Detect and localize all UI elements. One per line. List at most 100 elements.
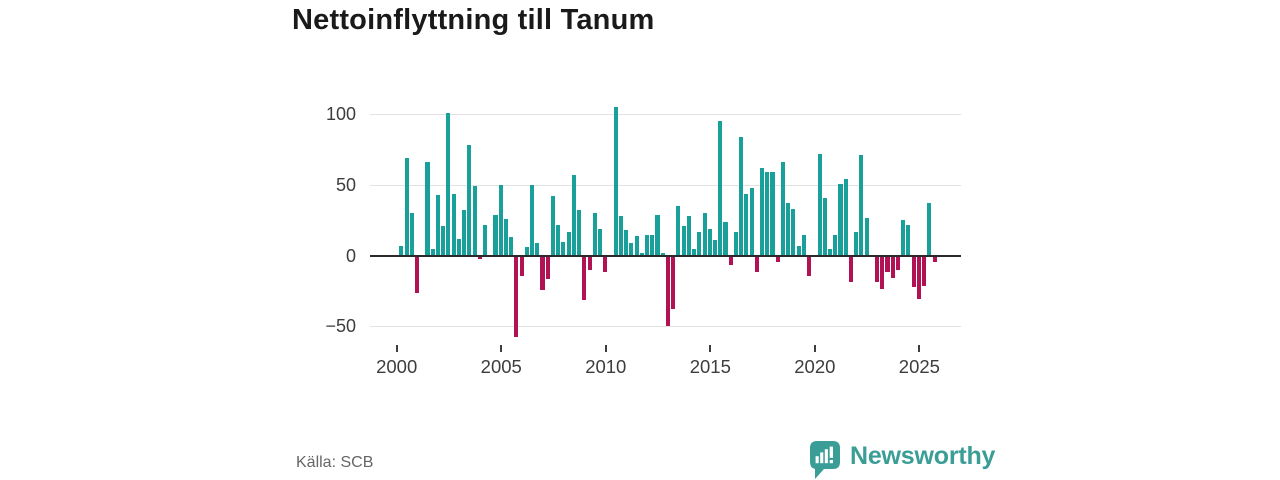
bar-positive [451,193,456,256]
bar-negative [519,256,524,277]
bar-negative [415,256,420,294]
gridline [370,326,961,328]
bar-positive [435,194,441,256]
bar-positive [509,237,514,256]
x-axis-label: 2015 [689,356,731,377]
newsworthy-wordmark: Newsworthy [850,442,996,470]
y-axis-label: 100 [325,104,356,125]
x-axis-label: 2020 [794,356,836,377]
bar-positive [624,230,629,256]
bar-positive [404,158,409,256]
bar-positive [409,213,414,256]
bar-positive [634,235,639,256]
bar-negative [890,256,895,278]
x-axis-label: 2005 [480,356,522,377]
x-axis-tick [813,345,816,352]
x-axis-tick [918,345,921,352]
x-axis-label: 2010 [585,356,627,377]
bar-negative [514,256,519,337]
bar-positive [681,226,686,256]
gridline [370,184,961,186]
bar-positive [645,234,650,256]
newsworthy-logo-icon [810,441,840,479]
bar-positive [503,218,508,256]
x-axis-tick [395,345,398,352]
bar-negative [728,256,733,265]
bar-positive [639,252,644,256]
bar-positive [901,220,906,256]
bar-positive [859,155,864,256]
bar-negative [587,256,592,271]
bar-positive [796,245,801,256]
bar-positive [707,228,712,256]
bar-positive [765,172,770,256]
bar-positive [801,234,806,256]
bar-positive [702,213,707,256]
bar-negative [671,256,676,309]
bar-positive [446,112,451,256]
source-caption: Källa: SCB [296,454,374,471]
bar-positive [686,216,691,256]
bar-positive [592,213,597,256]
bar-positive [733,231,738,256]
bar-negative [932,256,937,263]
newsworthy-brand: Newsworthy [810,441,995,479]
chart-title: Nettoinflyttning till Tanum [292,4,655,36]
x-axis-tick [604,345,607,352]
y-axis-label: 50 [335,174,356,195]
bar-negative [848,256,853,282]
zero-axis-line [370,254,961,257]
x-axis-label: 2025 [898,356,940,377]
bar-negative [911,256,916,288]
x-axis-tick [709,345,712,352]
bar-negative [582,256,587,301]
bar-positive [854,231,859,256]
bar-positive [629,243,634,256]
bar-positive [493,214,498,256]
x-axis-tick [500,345,503,352]
bar-positive [712,240,718,256]
bar-positive [791,209,796,256]
bar-positive [817,153,822,256]
bar-negative [603,256,608,272]
bar-positive [864,217,869,256]
bar-positive [566,231,571,256]
bar-negative [875,256,880,282]
bar-positive [697,231,702,256]
bar-negative [775,256,780,263]
y-axis-label: 0 [345,245,356,266]
bar-positive [618,216,623,256]
bar-negative [754,256,759,272]
bar-negative [916,256,921,299]
bar-negative [807,256,812,277]
bar-positive [456,238,461,256]
bar-positive [739,136,744,256]
bar-positive [660,252,665,256]
bar-positive [843,179,848,256]
bar-positive [550,196,556,256]
bar-positive [482,224,488,256]
bar-negative [922,256,927,287]
bar-positive [692,248,697,256]
bar-positive [561,241,566,256]
bar-positive [467,145,472,256]
bar-positive [760,168,765,256]
bar-positive [744,193,749,256]
bar-positive [827,248,833,256]
bar-positive [927,203,932,256]
bar-positive [425,162,430,256]
bar-positive [723,221,728,256]
bar-positive [613,107,618,256]
bar-positive [718,121,723,256]
gridline [370,114,961,116]
bar-positive [535,243,540,256]
bar-negative [885,256,890,272]
bar-positive [822,197,827,256]
bar-positive [833,234,838,256]
bar-positive [838,183,843,256]
bar-positive [530,185,535,256]
bar-negative [895,256,901,271]
bar-positive [786,203,791,256]
